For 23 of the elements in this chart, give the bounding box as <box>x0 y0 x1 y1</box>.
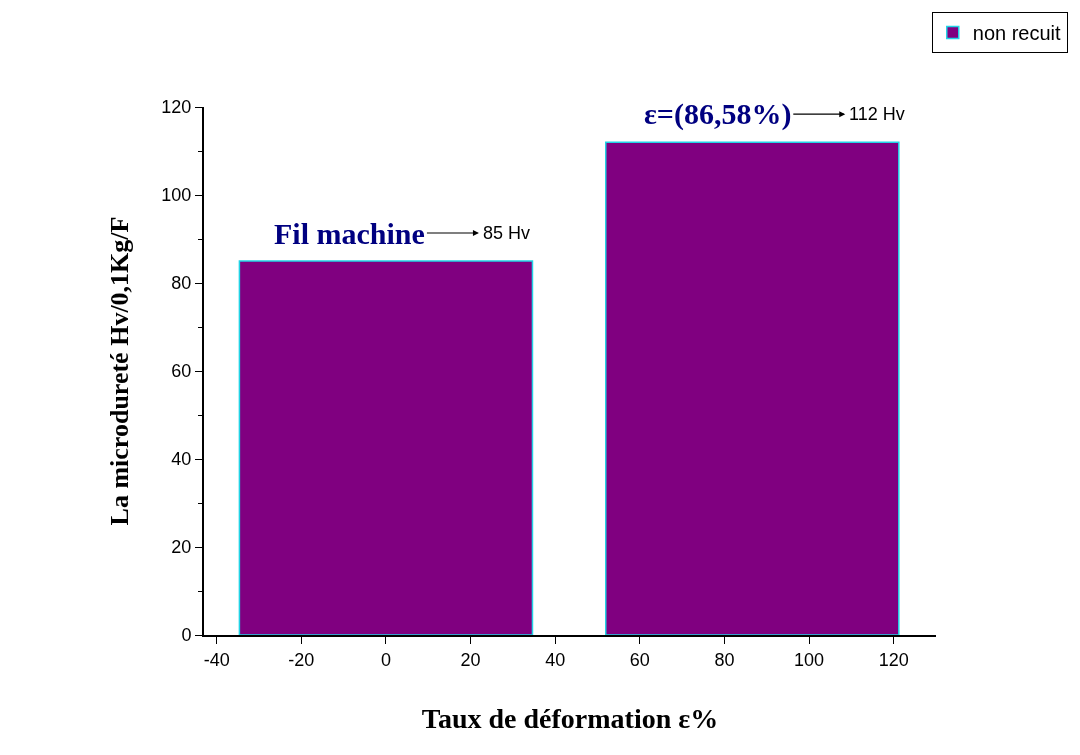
y-tick-label: 20 <box>171 537 192 558</box>
x-tick-label: 120 <box>878 649 909 670</box>
legend-label: non recuit <box>972 22 1062 45</box>
data-label: 85 Hv <box>483 223 531 243</box>
annotation: Fil machine <box>274 217 425 250</box>
y-tick-label: 80 <box>171 273 192 294</box>
x-tick-label: 100 <box>794 649 825 670</box>
y-tick-label: 100 <box>161 185 192 206</box>
x-tick-label: 80 <box>714 649 735 670</box>
x-axis-title: Taux de déformation ε% <box>421 703 719 735</box>
y-axis-title: La microdureté Hv/0,1Kg/F <box>105 216 135 526</box>
x-tick-label: 40 <box>545 649 566 670</box>
y-tick-label: 120 <box>161 97 192 118</box>
x-tick-label: 20 <box>460 649 481 670</box>
y-tick-label: 40 <box>171 449 192 470</box>
x-tick-label: -40 <box>203 649 230 670</box>
y-tick-label: 60 <box>171 361 192 382</box>
x-tick-label: 60 <box>629 649 650 670</box>
x-tick-label: -20 <box>288 649 315 670</box>
x-tick-label: 0 <box>380 649 391 670</box>
annotation: ε=(86,58%) <box>644 97 792 131</box>
y-tick-label: 0 <box>181 625 192 646</box>
data-label: 112 Hv <box>849 104 905 124</box>
